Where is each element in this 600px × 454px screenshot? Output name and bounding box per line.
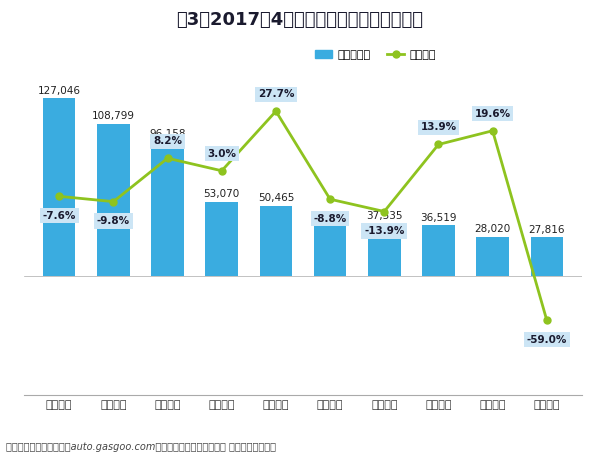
Bar [368,224,401,276]
Text: 36,519: 36,519 [420,212,457,222]
Text: 8.2%: 8.2% [153,136,182,146]
Bar [314,223,346,276]
Text: 53,070: 53,070 [203,189,240,199]
Bar [43,99,76,276]
Bar [151,142,184,276]
Text: 50,465: 50,465 [258,193,294,203]
Text: 27,816: 27,816 [529,225,565,235]
Text: 27.7%: 27.7% [257,89,294,99]
Text: 28,020: 28,020 [475,224,511,234]
Text: 37,610: 37,610 [312,211,348,221]
Text: 37,535: 37,535 [366,211,403,221]
Text: 【盖世汽车】官方整理；auto.gasgoo.com权威汽车车型数据解说平台 数据来源：乘联会: 【盖世汽车】官方整理；auto.gasgoo.com权威汽车车型数据解说平台 数… [6,442,276,452]
Bar [422,225,455,276]
Text: -9.8%: -9.8% [97,216,130,226]
Text: 图3、2017年4月国内轿车前十企业销量变化: 图3、2017年4月国内轿车前十企业销量变化 [176,11,424,30]
Bar [260,206,292,276]
Bar [205,202,238,276]
Bar [476,237,509,276]
Text: 13.9%: 13.9% [421,123,457,133]
Text: 127,046: 127,046 [38,86,81,96]
Text: 108,799: 108,799 [92,112,135,122]
Bar [97,124,130,276]
Text: 3.0%: 3.0% [207,149,236,159]
Text: -13.9%: -13.9% [364,226,404,236]
Text: 96,158: 96,158 [149,129,186,139]
Legend: 销量（辆）, 同比变化: 销量（辆）, 同比变化 [311,45,440,64]
Bar [530,237,563,276]
Text: -59.0%: -59.0% [527,335,567,345]
Text: -7.6%: -7.6% [43,211,76,221]
Text: 19.6%: 19.6% [475,109,511,118]
Text: -8.8%: -8.8% [313,214,347,224]
